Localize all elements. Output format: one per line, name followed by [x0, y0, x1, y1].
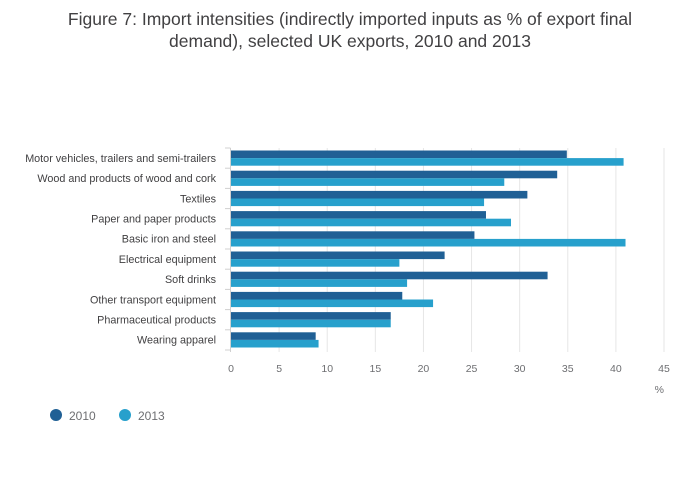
- bar-2013-6[interactable]: [231, 259, 400, 267]
- bar-2013-4[interactable]: [231, 218, 512, 227]
- category-label: Electrical equipment: [119, 254, 216, 266]
- category-label: Wood and products of wood and cork: [37, 173, 216, 185]
- bar-2010-7[interactable]: [231, 271, 548, 280]
- x-tick-label: 0: [228, 363, 234, 375]
- bar-2013-2[interactable]: [231, 178, 505, 186]
- category-label: Other transport equipment: [90, 294, 216, 306]
- x-tick-label: 20: [418, 363, 430, 375]
- category-label: Pharmaceutical products: [97, 315, 216, 327]
- x-tick-label: 10: [321, 363, 333, 375]
- bar-2010-1[interactable]: [231, 150, 567, 159]
- x-tick-label: 5: [276, 363, 282, 375]
- legend-label: 2013: [138, 409, 165, 423]
- x-tick-labels: 0 5 10 15 20 25 30 35 40 45: [228, 363, 670, 375]
- bar-2013-9[interactable]: [231, 319, 391, 328]
- chart-title-line-1: Figure 7: Import intensities (indirectly…: [67, 9, 633, 29]
- bar-2013-8[interactable]: [231, 299, 434, 308]
- category-label: Soft drinks: [165, 274, 217, 286]
- chart-title: Figure 7: Import intensities (indirectly…: [0, 8, 700, 52]
- bar-2013-3[interactable]: [231, 198, 485, 207]
- legend-item-2013[interactable]: 2013: [119, 409, 165, 423]
- bar-2010-9[interactable]: [231, 312, 391, 320]
- bar-2013-5[interactable]: [231, 238, 626, 247]
- bar-2010-5[interactable]: [231, 231, 475, 239]
- bars: [231, 150, 626, 348]
- bar-2013-10[interactable]: [231, 339, 319, 348]
- legend[interactable]: 2010 2013: [50, 409, 165, 423]
- category-labels: Motor vehicles, trailers and semi-traile…: [25, 153, 216, 347]
- bar-2013-1[interactable]: [231, 158, 624, 166]
- legend-marker: [50, 409, 62, 421]
- x-tick-label: 30: [514, 363, 526, 375]
- legend-label: 2010: [69, 409, 96, 423]
- bar-2010-4[interactable]: [231, 211, 486, 219]
- bar-2013-7[interactable]: [231, 279, 408, 287]
- category-label: Basic iron and steel: [122, 234, 216, 246]
- bar-2010-6[interactable]: [231, 251, 445, 260]
- bar-2010-8[interactable]: [231, 291, 403, 300]
- chart-title-line-2: demand), selected UK exports, 2010 and 2…: [169, 31, 531, 51]
- x-tick-label: 15: [369, 363, 381, 375]
- bar-2010-10[interactable]: [231, 332, 316, 340]
- category-label: Textiles: [180, 193, 217, 205]
- category-label: Wearing apparel: [137, 335, 216, 347]
- legend-marker: [119, 409, 131, 421]
- category-label: Motor vehicles, trailers and semi-traile…: [25, 153, 216, 165]
- x-tick-label: 40: [610, 363, 622, 375]
- bar-2010-3[interactable]: [231, 190, 528, 199]
- x-axis-label: %: [655, 384, 664, 396]
- bar-2010-2[interactable]: [231, 170, 558, 179]
- legend-item-2010[interactable]: 2010: [50, 409, 96, 423]
- x-tick-label: 35: [562, 363, 574, 375]
- category-label: Paper and paper products: [91, 214, 216, 226]
- x-tick-label: 45: [658, 363, 670, 375]
- x-tick-label: 25: [466, 363, 478, 375]
